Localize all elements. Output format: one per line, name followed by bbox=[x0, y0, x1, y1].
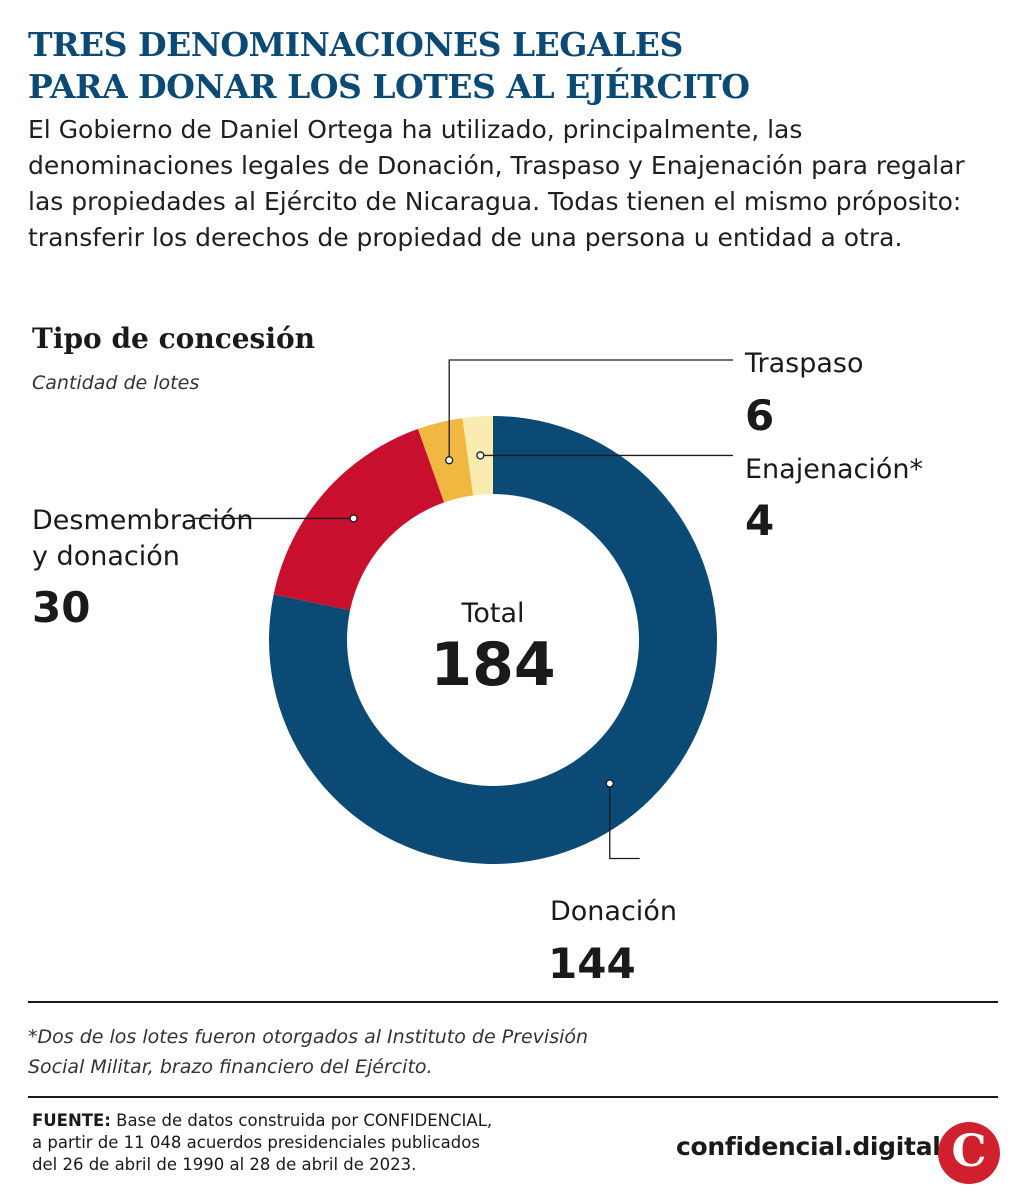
slice-donacion bbox=[269, 416, 718, 864]
marker-traspaso bbox=[445, 456, 454, 465]
center-total: 184 bbox=[430, 630, 555, 700]
label-desmembracion-line2: y donación bbox=[32, 541, 180, 572]
leader-traspaso bbox=[448, 359, 733, 461]
marker-desmembracion bbox=[349, 514, 358, 523]
footnote-line-2: Social Militar, brazo financiero del Ejé… bbox=[28, 1056, 433, 1078]
divider-top bbox=[28, 1001, 998, 1003]
slice-desmembracion-y-donacion bbox=[273, 428, 445, 611]
marker-donacion bbox=[605, 779, 614, 788]
label-enajenacion: Enajenación* bbox=[745, 454, 923, 485]
source-line-1: Base de datos construida por CONFIDENCIA… bbox=[110, 1111, 493, 1130]
brand-name[interactable]: confidencial.digital bbox=[676, 1132, 941, 1161]
value-donacion: 144 bbox=[548, 939, 636, 988]
source-line-2: a partir de 11 048 acuerdos presidencial… bbox=[32, 1133, 480, 1152]
donut-chart: Donación 144 Desmembración y donación 30 Tras… bbox=[32, 348, 923, 988]
brand-logo-letter: C bbox=[951, 1126, 987, 1177]
leader-donacion bbox=[609, 783, 640, 860]
title-line-1: TRES DENOMINACIONES LEGALES bbox=[28, 25, 683, 64]
center-label: Total bbox=[460, 598, 524, 629]
chart-title: Tipo de concesión bbox=[32, 322, 315, 355]
page-title: TRES DENOMINACIONES LEGALES PARA DONAR L… bbox=[28, 24, 988, 108]
divider-bottom bbox=[28, 1096, 998, 1098]
label-desmembracion-line1: Desmembración bbox=[32, 505, 253, 536]
value-desmembracion: 30 bbox=[32, 583, 90, 632]
value-traspaso: 6 bbox=[745, 391, 774, 440]
value-enajenacion: 4 bbox=[745, 496, 774, 545]
brand-logo[interactable]: C bbox=[938, 1122, 1000, 1184]
intro-text: El Gobierno de Daniel Ortega ha utilizad… bbox=[28, 115, 965, 252]
label-donacion: Donación bbox=[550, 896, 677, 927]
marker-enajenacion bbox=[476, 451, 485, 460]
source-line-3: del 26 de abril de 1990 al 28 de abril d… bbox=[32, 1155, 417, 1174]
source-note: FUENTE: Base de datos construida por CON… bbox=[32, 1110, 602, 1176]
chart-subtitle: Cantidad de lotes bbox=[32, 372, 200, 394]
source-label: FUENTE: bbox=[32, 1111, 111, 1130]
footnote: *Dos de los lotes fueron otorgados al In… bbox=[28, 1022, 728, 1082]
label-traspaso: Traspaso bbox=[744, 348, 864, 379]
title-line-2: PARA DONAR LOS LOTES AL EJÉRCITO bbox=[28, 67, 750, 106]
footnote-line-1: *Dos de los lotes fueron otorgados al In… bbox=[28, 1026, 589, 1048]
